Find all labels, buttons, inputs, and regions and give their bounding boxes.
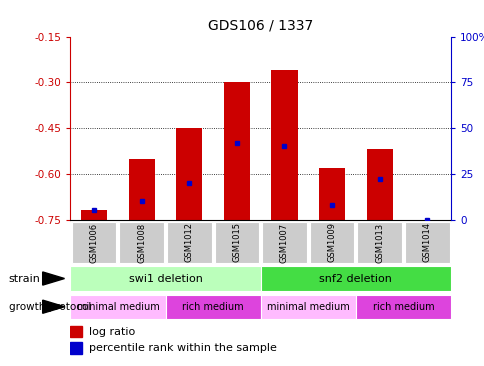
Bar [166, 222, 211, 263]
Text: GSM1015: GSM1015 [232, 223, 241, 262]
Bar [176, 128, 202, 220]
Bar [260, 295, 355, 319]
Bar [214, 222, 259, 263]
Title: GDS106 / 1337: GDS106 / 1337 [208, 19, 313, 33]
Text: GSM1006: GSM1006 [90, 223, 98, 262]
Text: strain: strain [9, 273, 41, 284]
Bar [70, 295, 165, 319]
Bar [70, 342, 82, 354]
Text: snf2 deletion: snf2 deletion [319, 273, 392, 284]
Bar [404, 222, 449, 263]
Text: GSM1012: GSM1012 [184, 223, 194, 262]
Polygon shape [43, 272, 64, 285]
Text: growth protocol: growth protocol [9, 302, 91, 312]
Polygon shape [43, 300, 64, 313]
Bar [366, 149, 392, 220]
Bar [81, 210, 107, 220]
Bar [119, 222, 164, 263]
Text: GSM1007: GSM1007 [279, 223, 288, 262]
Bar [260, 266, 450, 291]
Bar [72, 222, 116, 263]
Text: GSM1009: GSM1009 [327, 223, 336, 262]
Bar [261, 222, 306, 263]
Bar [165, 295, 260, 319]
Text: rich medium: rich medium [182, 302, 243, 312]
Bar [318, 168, 345, 220]
Text: GSM1014: GSM1014 [422, 223, 431, 262]
Bar [128, 158, 154, 220]
Text: log ratio: log ratio [89, 327, 135, 337]
Bar [70, 266, 260, 291]
Bar [70, 326, 82, 337]
Text: minimal medium: minimal medium [76, 302, 159, 312]
Text: GSM1013: GSM1013 [375, 223, 383, 262]
Bar [271, 70, 297, 220]
Bar [357, 222, 401, 263]
Text: GSM1008: GSM1008 [137, 223, 146, 262]
Text: minimal medium: minimal medium [266, 302, 349, 312]
Text: swi1 deletion: swi1 deletion [128, 273, 202, 284]
Bar [355, 295, 450, 319]
Text: percentile rank within the sample: percentile rank within the sample [89, 343, 276, 353]
Bar [223, 82, 249, 220]
Bar [309, 222, 354, 263]
Text: rich medium: rich medium [372, 302, 433, 312]
